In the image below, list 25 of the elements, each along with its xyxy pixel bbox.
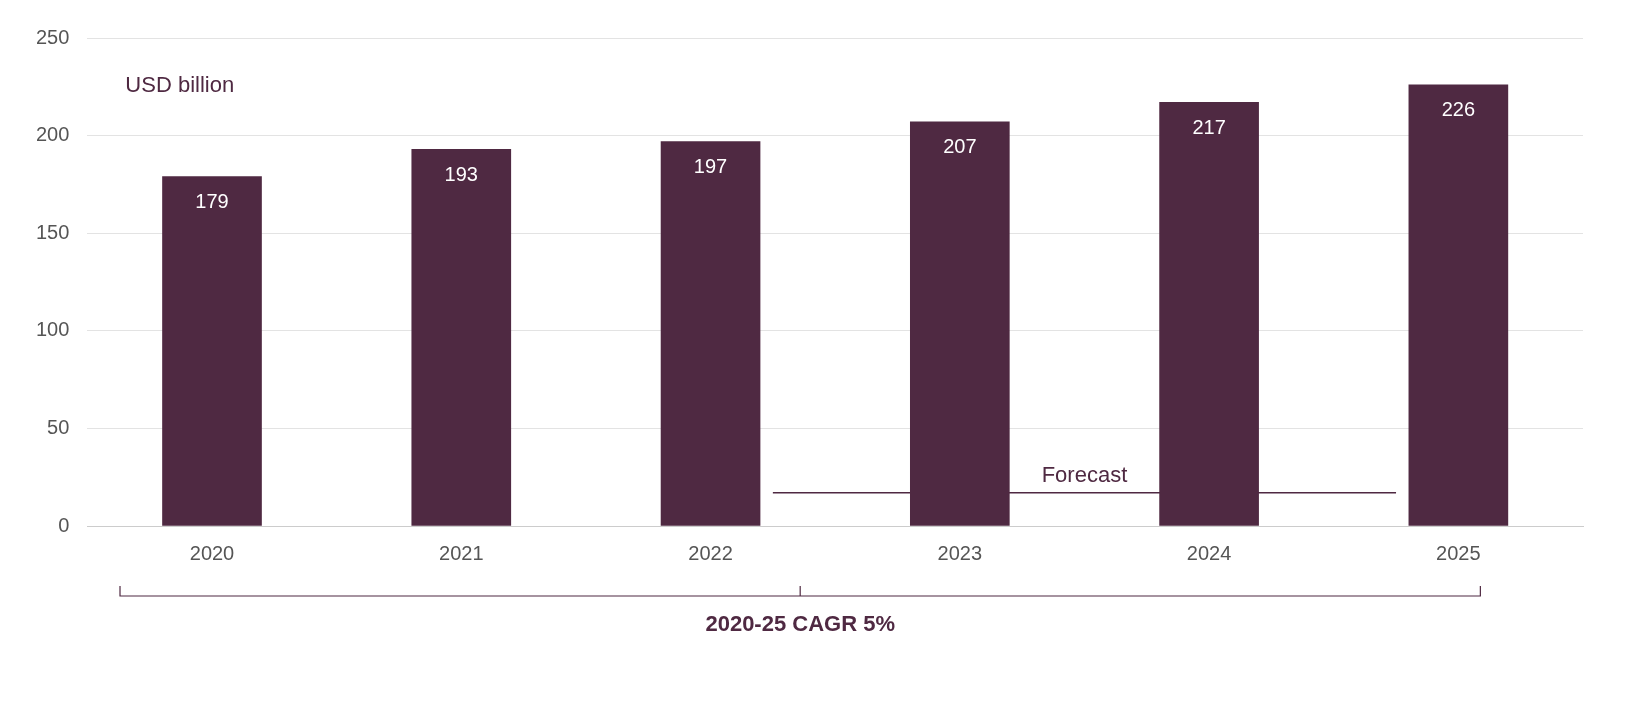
x-tick-label: 2020 bbox=[189, 541, 235, 564]
bar bbox=[1408, 84, 1509, 526]
y-tick-label: 50 bbox=[47, 415, 70, 438]
y-tick-label: 200 bbox=[35, 123, 70, 146]
data-label: 207 bbox=[943, 135, 977, 158]
data-label: 197 bbox=[693, 154, 728, 177]
data-label: 193 bbox=[444, 162, 478, 185]
data-label: 226 bbox=[1441, 98, 1476, 121]
y-tick-label: 250 bbox=[35, 25, 70, 48]
data-label: 217 bbox=[1192, 115, 1226, 138]
x-tick-label: 2025 bbox=[1436, 541, 1481, 564]
y-tick-label: 150 bbox=[35, 220, 70, 243]
x-tick-label: 2022 bbox=[688, 541, 733, 564]
x-tick-label: 2021 bbox=[439, 541, 484, 564]
data-label: 179 bbox=[195, 190, 229, 213]
bar bbox=[411, 148, 512, 526]
bar bbox=[162, 176, 262, 526]
bar bbox=[660, 141, 761, 526]
text: 2020-25 CAGR 5% bbox=[705, 611, 895, 637]
y-tick-label: 0 bbox=[58, 513, 70, 536]
x-tick-label: 2023 bbox=[937, 541, 983, 564]
annotation: Forecast bbox=[1041, 461, 1128, 487]
y-axis-title: USD billion bbox=[125, 72, 235, 98]
y-tick-label: 100 bbox=[35, 318, 70, 341]
x-tick-label: 2024 bbox=[1186, 541, 1232, 564]
